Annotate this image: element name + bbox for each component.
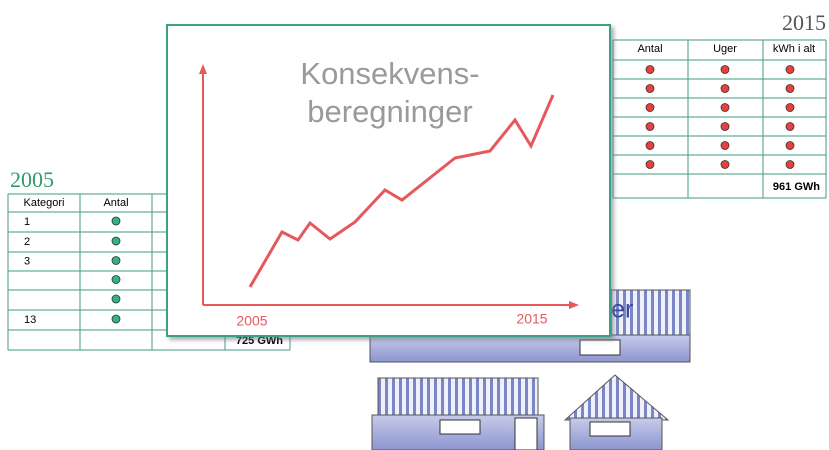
status-dot xyxy=(645,65,655,74)
status-dot xyxy=(720,122,730,131)
status-dot xyxy=(645,103,655,112)
status-dot xyxy=(720,84,730,93)
x-label: 2005 xyxy=(236,313,267,329)
row-label: 2 xyxy=(24,236,30,248)
status-dot xyxy=(720,65,730,74)
card-title: Konsekvens- xyxy=(300,56,479,91)
table-2015: 2015 Antal Uger kWh i alt 961 GWh xyxy=(612,10,827,199)
card-title: beregninger xyxy=(307,94,472,129)
status-dot xyxy=(111,294,121,304)
status-dot xyxy=(720,103,730,112)
table-year: 2005 xyxy=(10,167,54,192)
status-dot xyxy=(111,216,121,226)
status-dot xyxy=(785,84,795,93)
table-2005: 2005 Kategori Antal 725 GWh 1 2 3 13 xyxy=(7,167,291,351)
chart-card: Konsekvens- beregninger 2005 2015 xyxy=(166,24,611,337)
x-label: 2015 xyxy=(516,311,547,327)
row-label: 3 xyxy=(24,255,30,267)
table-total: 961 GWh xyxy=(773,181,820,193)
status-dot xyxy=(720,141,730,150)
row-label: 1 xyxy=(24,216,30,228)
column-header: Kategori xyxy=(24,197,65,209)
status-dot xyxy=(785,160,795,169)
row-label: 13 xyxy=(24,314,36,326)
table-total: 725 GWh xyxy=(236,335,283,347)
column-header: kWh i alt xyxy=(773,43,815,55)
status-dot xyxy=(111,314,121,324)
status-dot xyxy=(111,256,121,265)
column-header: Antal xyxy=(637,43,662,55)
status-dot xyxy=(645,122,655,131)
status-dot xyxy=(645,141,655,150)
trend-line xyxy=(248,94,555,288)
status-dot xyxy=(785,65,795,74)
status-dot xyxy=(111,275,121,284)
status-dot xyxy=(720,160,730,169)
column-header: Uger xyxy=(713,43,737,55)
status-dot xyxy=(111,236,121,246)
arrow-head xyxy=(569,301,579,309)
status-dot xyxy=(785,103,795,112)
arrow-head xyxy=(199,64,207,74)
card-frame xyxy=(166,24,611,337)
status-dot xyxy=(645,84,655,93)
status-dot xyxy=(785,141,795,150)
column-header: Antal xyxy=(103,197,128,209)
table-year: 2015 xyxy=(782,10,826,35)
status-dot xyxy=(645,160,655,169)
status-dot xyxy=(785,122,795,131)
